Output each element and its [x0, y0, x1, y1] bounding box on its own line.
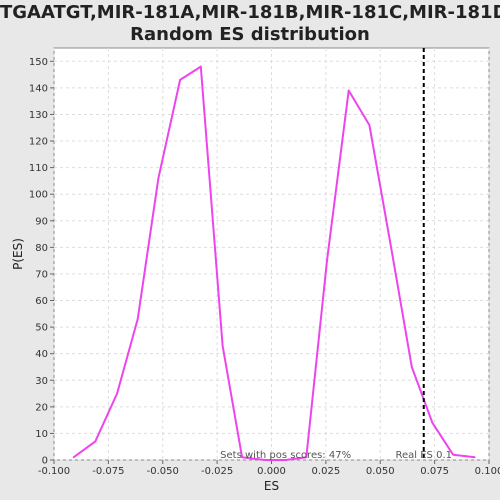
data-point [326, 259, 328, 262]
data-point [431, 421, 434, 424]
x-axis-label: ES [264, 479, 279, 493]
y-tick-label: 0 [42, 456, 48, 467]
chart-title-line-2: Random ES distribution [130, 24, 370, 45]
y-tick-label: 50 [35, 323, 48, 334]
data-point [157, 177, 160, 180]
data-point [410, 366, 413, 368]
chart-title-line-1: TGAATGT,MIR-181A,MIR-181B,MIR-181C,MIR-1… [0, 2, 500, 23]
data-point [284, 459, 287, 461]
y-tick-label: 10 [35, 429, 48, 440]
y-tick-label: 70 [35, 269, 48, 280]
x-tick-label: -0.100 [38, 466, 70, 477]
x-tick-label: 0.000 [257, 466, 286, 477]
x-tick-label: 0.075 [420, 466, 449, 477]
data-point [368, 124, 371, 126]
y-tick-label: 100 [29, 190, 48, 201]
y-tick-label: 140 [29, 83, 48, 94]
pos-scores-annotation: Sets with pos scores: 47% [220, 450, 351, 461]
data-point [305, 456, 308, 459]
y-tick-label: 30 [35, 376, 48, 387]
grid-lines [53, 48, 490, 461]
data-point [72, 456, 75, 459]
data-point [94, 440, 97, 443]
y-tick-label: 150 [29, 57, 48, 68]
x-tick-label: -0.025 [201, 466, 233, 477]
data-point [474, 456, 476, 459]
data-point [390, 246, 392, 249]
es-distribution-line [73, 65, 476, 461]
y-axis-label: P(ES) [11, 238, 25, 270]
y-tick-label: 60 [35, 296, 48, 307]
data-point [136, 318, 139, 320]
data-point [264, 459, 266, 461]
y-tick-label: 90 [35, 216, 48, 227]
data-point [200, 65, 202, 68]
x-tick-label: -0.050 [147, 466, 179, 477]
y-tick-label: 120 [29, 137, 48, 148]
data-point [452, 453, 454, 456]
y-tick-label: 80 [35, 243, 48, 254]
x-tick-label: -0.075 [92, 466, 124, 477]
data-point [221, 344, 224, 347]
series-layer [72, 65, 476, 461]
data-point [347, 89, 350, 92]
data-point [241, 456, 243, 459]
data-point [116, 392, 118, 395]
axes: 0 10 20 30 40 50 60 70 80 90 100 110 120 130 140 150 -0.… [29, 57, 500, 477]
y-tick-label: 110 [29, 163, 48, 174]
y-tick-label: 20 [35, 402, 48, 413]
x-tick-label: 0.100 [475, 466, 500, 477]
y-tick-label: 40 [35, 349, 48, 360]
x-tick-label: 0.050 [366, 466, 395, 477]
y-tick-label: 130 [29, 110, 48, 121]
chart-title: TGAATGT,MIR-181A,MIR-181B,MIR-181C,MIR-1… [0, 2, 500, 46]
data-point [179, 79, 181, 81]
real-es-label: Real ES 0.1 [396, 450, 452, 461]
x-tick-label: 0.025 [312, 466, 341, 477]
